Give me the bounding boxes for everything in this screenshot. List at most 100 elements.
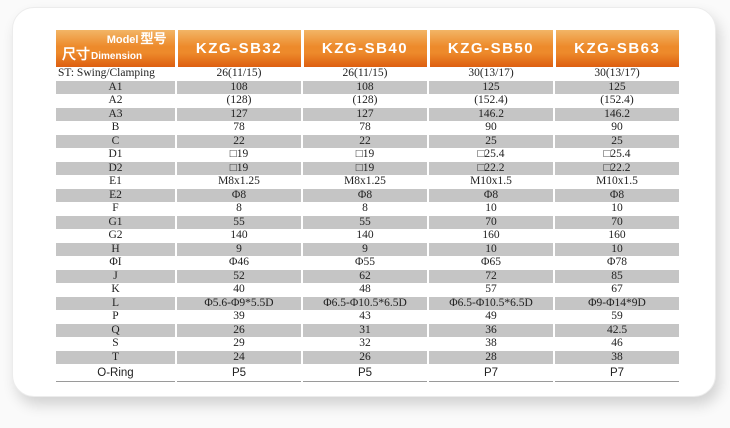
column-header-kzg-sb40: KZG-SB40 [300, 30, 428, 67]
value-cell: 57 [427, 283, 554, 297]
row-label: D1 [108, 148, 123, 161]
value-cell: 24 [175, 350, 302, 364]
value-cell: P7 [553, 364, 679, 382]
value-cell: Φ8 [427, 188, 554, 202]
table-row: Q 26 31 36 42.5 [56, 323, 679, 337]
column-header-kzg-sb50: KZG-SB50 [426, 30, 554, 67]
value-cell: □19 [301, 161, 428, 175]
value-cell: Φ6.5-Φ10.5*6.5D [301, 296, 428, 310]
row-label: F [112, 202, 119, 215]
value-cell: 30(13/17) [553, 67, 679, 81]
value-cell: 55 [175, 215, 302, 229]
row-label: E1 [109, 175, 122, 188]
value-cell: Φ6.5-Φ10.5*6.5D [427, 296, 554, 310]
value-cell: 22 [175, 134, 302, 148]
value-cell: 108 [301, 80, 428, 94]
table-row: ΦI Φ46 Φ55 Φ65 Φ78 [56, 256, 679, 270]
value-cell: 26 [175, 323, 302, 337]
corner-header-cell: Model 型号 尺寸Dimension [56, 30, 176, 67]
table-row: D1 □19 □19 □25.4 □25.4 [56, 148, 679, 162]
value-cell: □19 [301, 148, 428, 162]
table-row: B 78 78 90 90 [56, 121, 679, 135]
value-cell: 8 [301, 202, 428, 216]
value-cell: 62 [301, 269, 428, 283]
dimension-header-label: 尺寸Dimension [56, 47, 175, 66]
row-label: A2 [108, 94, 123, 107]
value-cell: 146.2 [427, 107, 554, 121]
value-cell: □22.2 [553, 161, 679, 175]
value-cell: 38 [553, 350, 679, 364]
row-label: L [111, 296, 120, 309]
row-label: ΦI [109, 256, 122, 269]
value-cell: 26(11/15) [301, 67, 428, 81]
model-header-label: Model 型号 [56, 31, 175, 47]
value-cell: 125 [427, 80, 554, 94]
value-cell: 108 [175, 80, 302, 94]
table-row: C 22 22 25 25 [56, 134, 679, 148]
value-cell: P5 [175, 364, 302, 382]
row-label: B [111, 121, 120, 134]
value-cell: 140 [175, 229, 302, 243]
value-cell: 67 [553, 283, 679, 297]
value-cell: 90 [427, 121, 554, 135]
value-cell: 127 [175, 107, 302, 121]
value-cell: Φ8 [301, 188, 428, 202]
row-label: T [111, 350, 120, 363]
value-cell: 30(13/17) [427, 67, 554, 81]
row-label: ST: Swing/Clamping [58, 67, 155, 80]
value-cell: □19 [175, 148, 302, 162]
value-cell: 78 [301, 121, 428, 135]
table-row: E2 Φ8 Φ8 Φ8 Φ8 [56, 188, 679, 202]
column-header-kzg-sb63: KZG-SB63 [552, 30, 679, 67]
table-row: J 52 62 72 85 [56, 269, 679, 283]
value-cell: 49 [427, 310, 554, 324]
table-row: F 8 8 10 10 [56, 202, 679, 216]
table-row: A2 (128) (128) (152.4) (152.4) [56, 94, 679, 108]
value-cell: Φ8 [175, 188, 302, 202]
value-cell: 25 [427, 134, 554, 148]
table-row: O-Ring P5 P5 P7 P7 [56, 364, 679, 382]
value-cell: 32 [301, 337, 428, 351]
value-cell: 22 [301, 134, 428, 148]
table-row: H 9 9 10 10 [56, 242, 679, 256]
value-cell: 43 [301, 310, 428, 324]
row-label: C [111, 134, 120, 147]
table-row: D2 □19 □19 □22.2 □22.2 [56, 161, 679, 175]
value-cell: 146.2 [553, 107, 679, 121]
dimension-spec-table: Model 型号 尺寸Dimension KZG-SB32 KZG-SB40 KZ… [56, 30, 679, 382]
value-cell: 31 [301, 323, 428, 337]
table-row: P 39 43 49 59 [56, 310, 679, 324]
value-cell: 8 [175, 202, 302, 216]
value-cell: 9 [301, 242, 428, 256]
value-cell: 39 [175, 310, 302, 324]
value-cell: 140 [301, 229, 428, 243]
row-label: G2 [108, 229, 123, 242]
model-label-cn: 型号 [140, 31, 167, 46]
table-row: G1 55 55 70 70 [56, 215, 679, 229]
value-cell: (152.4) [553, 94, 679, 108]
value-cell: 160 [553, 229, 679, 243]
value-cell: Φ46 [175, 256, 302, 270]
value-cell: □25.4 [427, 148, 554, 162]
table-row: S 29 32 38 46 [56, 337, 679, 351]
dimension-label-cn: 尺寸 [62, 46, 90, 62]
header-row: Model 型号 尺寸Dimension KZG-SB32 KZG-SB40 KZ… [56, 30, 679, 67]
value-cell: 40 [175, 283, 302, 297]
table-row: T 24 26 28 38 [56, 350, 679, 364]
value-cell: M10x1.5 [553, 175, 679, 189]
value-cell: 42.5 [553, 323, 679, 337]
value-cell: P7 [427, 364, 554, 382]
value-cell: 36 [427, 323, 554, 337]
value-cell: M8x1.25 [175, 175, 302, 189]
row-label: J [113, 269, 118, 282]
model-label-en: Model [106, 34, 139, 46]
catalog-card: Model 型号 尺寸Dimension KZG-SB32 KZG-SB40 KZ… [12, 7, 716, 397]
value-cell: Φ55 [301, 256, 428, 270]
row-label: P [112, 310, 119, 323]
row-label: Q [111, 323, 120, 336]
column-header-kzg-sb32: KZG-SB32 [174, 30, 302, 67]
value-cell: 55 [301, 215, 428, 229]
value-cell: Φ5.6-Φ9*5.5D [175, 296, 302, 310]
value-cell: 10 [427, 242, 554, 256]
row-label: G1 [108, 215, 123, 228]
